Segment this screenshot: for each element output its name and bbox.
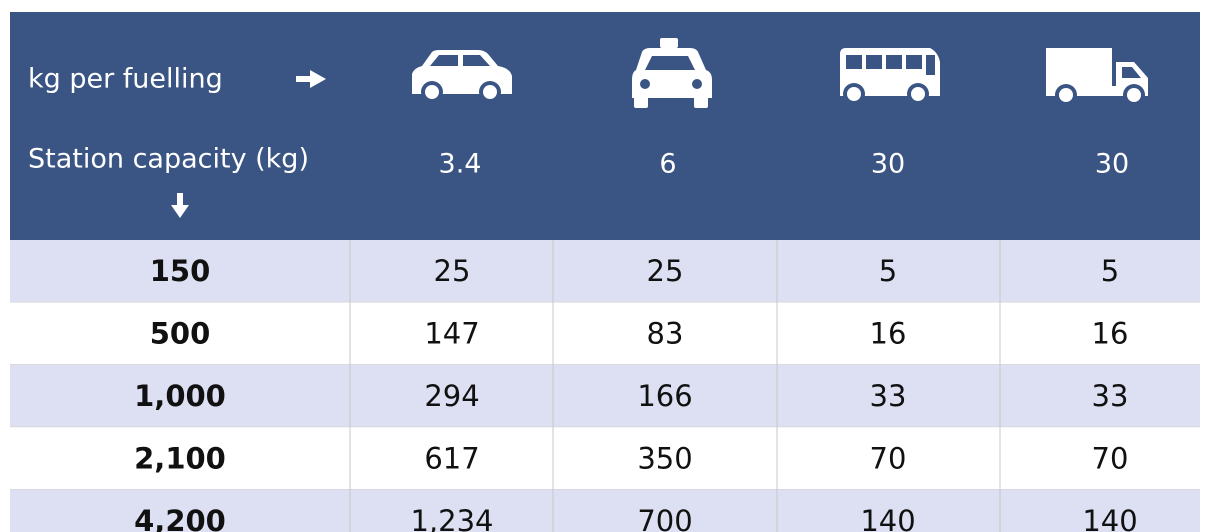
top-label: kg per fuelling <box>28 64 223 95</box>
cell: 147 <box>424 317 479 351</box>
cell: 25 <box>647 254 684 288</box>
header-value: 30 <box>871 149 905 180</box>
cell: 140 <box>1082 504 1137 532</box>
header-value: 3.4 <box>439 149 482 180</box>
cell: 33 <box>870 379 907 413</box>
row-header: 1,000 <box>134 379 226 413</box>
cell: 617 <box>424 441 479 475</box>
row-background <box>10 489 1200 532</box>
header-value: 30 <box>1095 149 1129 180</box>
car-icon <box>412 50 512 103</box>
row-background <box>10 302 1200 365</box>
cell: 83 <box>647 317 684 351</box>
row-background <box>10 364 1200 428</box>
row-header: 500 <box>150 317 211 351</box>
header-value: 6 <box>659 149 676 180</box>
bottom-label: Station capacity (kg) <box>28 144 309 175</box>
row-header: 2,100 <box>134 441 226 475</box>
cell: 33 <box>1092 379 1129 413</box>
cell: 5 <box>1101 254 1119 288</box>
row-background <box>10 240 1200 303</box>
row-header: 150 <box>150 254 211 288</box>
truck-icon <box>1046 48 1148 106</box>
cell: 1,234 <box>410 504 493 532</box>
cell: 700 <box>637 504 692 532</box>
taxi-icon <box>632 38 712 108</box>
cell: 16 <box>870 317 907 351</box>
row-background <box>10 427 1200 490</box>
cell: 16 <box>1092 317 1129 351</box>
cell: 294 <box>424 379 479 413</box>
cell: 350 <box>637 441 692 475</box>
cell: 5 <box>879 254 897 288</box>
header-band <box>10 12 1200 240</box>
down-arrow <box>171 193 189 218</box>
right-arrow <box>296 70 326 88</box>
cell: 25 <box>434 254 471 288</box>
bus-icon <box>840 48 940 105</box>
row-header: 4,200 <box>134 504 226 532</box>
cell: 140 <box>860 504 915 532</box>
cell: 70 <box>1092 441 1129 475</box>
cell: 166 <box>637 379 692 413</box>
cell: 70 <box>870 441 907 475</box>
